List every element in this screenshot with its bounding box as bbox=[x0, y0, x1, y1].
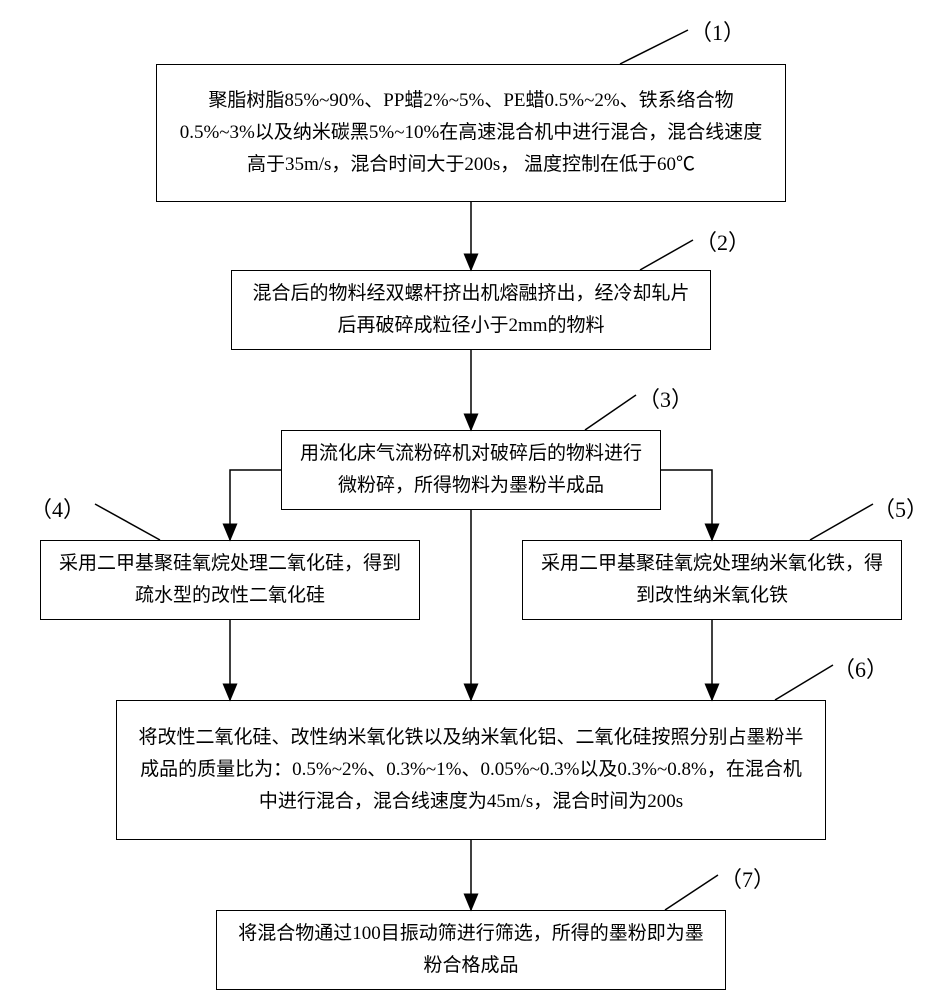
step-label-6: （6） bbox=[833, 652, 888, 684]
step-label-1: （1） bbox=[690, 15, 745, 47]
step-text-3: 用流化床气流粉碎机对破碎后的物料进行微粉碎，所得物料为墨粉半成品 bbox=[296, 438, 646, 503]
step-box-4: 采用二甲基聚硅氧烷处理二氧化硅，得到疏水型的改性二氧化硅 bbox=[40, 540, 420, 620]
step-box-3: 用流化床气流粉碎机对破碎后的物料进行微粉碎，所得物料为墨粉半成品 bbox=[281, 430, 661, 510]
step-box-2: 混合后的物料经双螺杆挤出机熔融挤出，经冷却轧片后再破碎成粒径小于2mm的物料 bbox=[231, 270, 711, 350]
step-text-2: 混合后的物料经双螺杆挤出机熔融挤出，经冷却轧片后再破碎成粒径小于2mm的物料 bbox=[246, 278, 696, 343]
step-box-5: 采用二甲基聚硅氧烷处理纳米氧化铁，得到改性纳米氧化铁 bbox=[522, 540, 902, 620]
step-label-4: （4） bbox=[30, 492, 85, 524]
flowchart-canvas: 聚脂树脂85%~90%、PP蜡2%~5%、PE蜡0.5%~2%、铁系络合物0.5… bbox=[0, 0, 942, 1000]
step-label-5: （5） bbox=[873, 492, 928, 524]
step-label-7: （7） bbox=[720, 862, 775, 894]
step-label-2: （2） bbox=[695, 225, 750, 257]
step-text-5: 采用二甲基聚硅氧烷处理纳米氧化铁，得到改性纳米氧化铁 bbox=[537, 548, 887, 613]
step-box-6: 将改性二氧化硅、改性纳米氧化铁以及纳米氧化铝、二氧化硅按照分别占墨粉半成品的质量… bbox=[116, 700, 826, 840]
step-text-6: 将改性二氧化硅、改性纳米氧化铁以及纳米氧化铝、二氧化硅按照分别占墨粉半成品的质量… bbox=[131, 722, 811, 819]
step-box-1: 聚脂树脂85%~90%、PP蜡2%~5%、PE蜡0.5%~2%、铁系络合物0.5… bbox=[156, 64, 786, 202]
step-text-7: 将混合物通过100目振动筛进行筛选，所得的墨粉即为墨粉合格成品 bbox=[231, 918, 711, 983]
step-text-1: 聚脂树脂85%~90%、PP蜡2%~5%、PE蜡0.5%~2%、铁系络合物0.5… bbox=[171, 85, 771, 182]
step-label-3: （3） bbox=[638, 382, 693, 414]
step-box-7: 将混合物通过100目振动筛进行筛选，所得的墨粉即为墨粉合格成品 bbox=[216, 910, 726, 990]
step-text-4: 采用二甲基聚硅氧烷处理二氧化硅，得到疏水型的改性二氧化硅 bbox=[55, 548, 405, 613]
